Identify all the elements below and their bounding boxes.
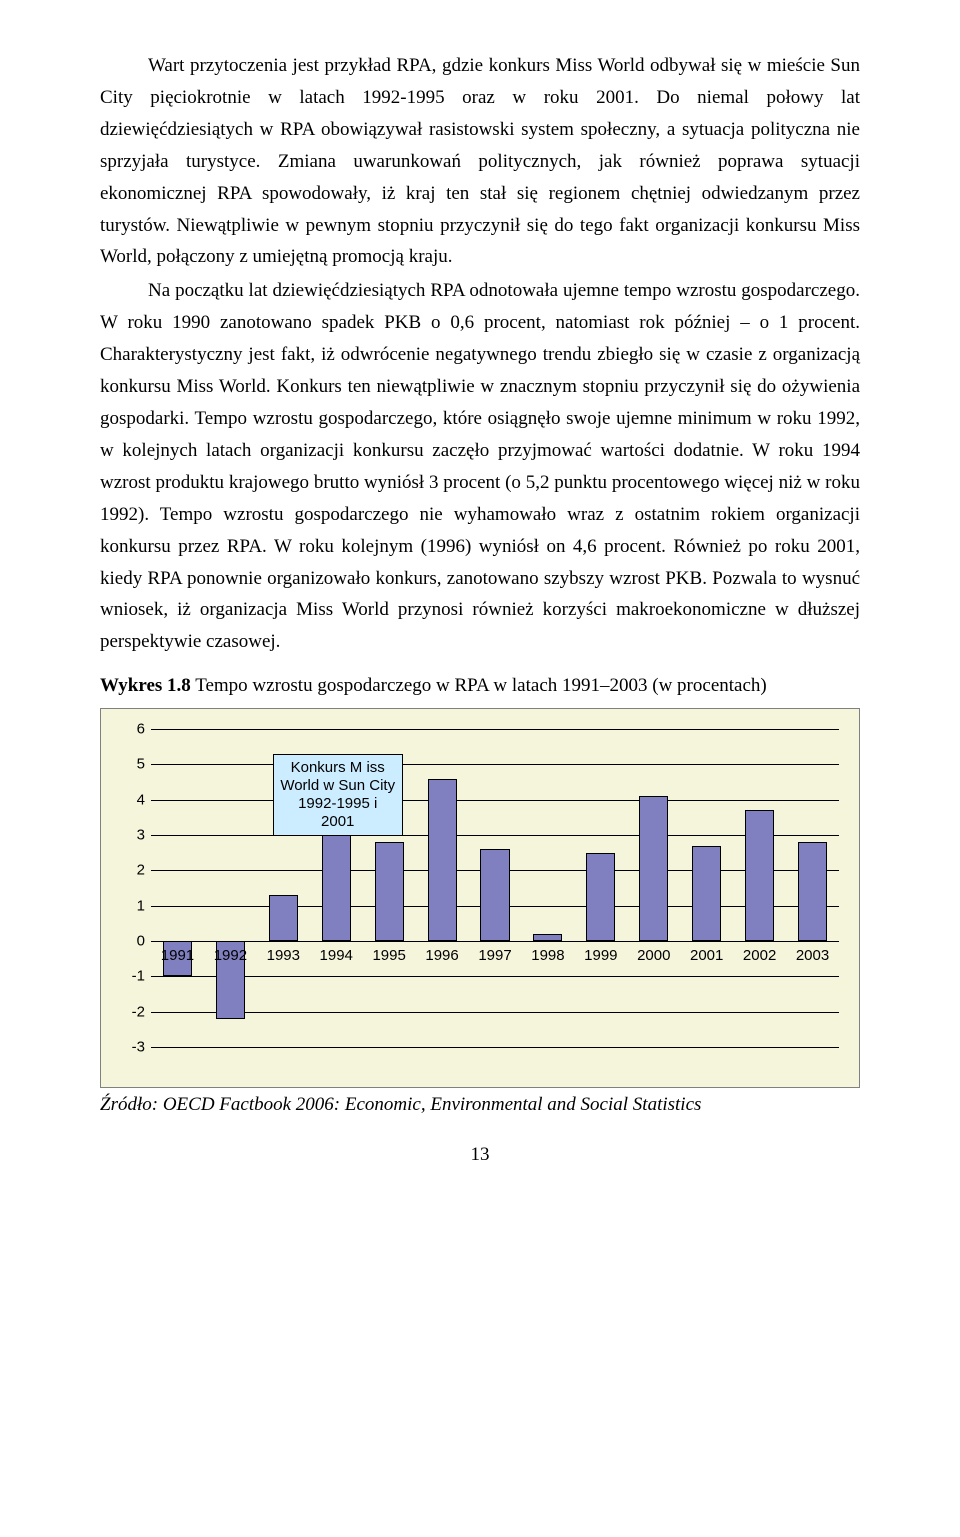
bar [375, 842, 404, 941]
source-line: Źródło: OECD Factbook 2006: Economic, En… [100, 1094, 860, 1116]
bar [639, 796, 668, 941]
x-tick-label: 1992 [214, 947, 247, 964]
page-number: 13 [100, 1144, 860, 1166]
y-tick-label: -2 [121, 1003, 145, 1020]
x-tick-label: 2002 [743, 947, 776, 964]
y-tick-label: -3 [121, 1039, 145, 1056]
annotation-line: 1992-1995 i 2001 [280, 795, 396, 831]
bar [428, 779, 457, 942]
bar [586, 853, 615, 941]
gridline [151, 835, 839, 836]
gridline [151, 764, 839, 765]
bar [745, 810, 774, 941]
x-tick-label: 1996 [425, 947, 458, 964]
paragraph-2: Na początku lat dziewięćdziesiątych RPA … [100, 275, 860, 658]
gridline [151, 729, 839, 730]
x-tick-label: 1991 [161, 947, 194, 964]
y-tick-label: 4 [121, 791, 145, 808]
y-tick-label: 3 [121, 827, 145, 844]
chart-plot-area: -3-2-10123456199119921993199419951996199… [151, 729, 839, 1047]
gridline [151, 941, 839, 942]
gridline [151, 1012, 839, 1013]
caption-label: Wykres 1.8 [100, 675, 191, 696]
gdp-growth-chart: -3 -2 -1 0 1 2 3 4 5 6 1991 1992 1993 1994 1995 1996 199… [100, 708, 860, 1088]
y-tick-label: -1 [121, 968, 145, 985]
y-tick-label: 2 [121, 862, 145, 879]
gridline [151, 1047, 839, 1048]
bar [533, 934, 562, 941]
gridline [151, 800, 839, 801]
y-tick-label: 5 [121, 756, 145, 773]
y-tick-label: 1 [121, 897, 145, 914]
x-tick-label: 1993 [267, 947, 300, 964]
bar [480, 849, 509, 941]
y-tick-label: 0 [121, 933, 145, 950]
x-tick-label: 1995 [372, 947, 405, 964]
chart-annotation: Konkurs M issWorld w Sun City1992-1995 i… [273, 754, 403, 836]
chart-caption: Wykres 1.8 Tempo wzrostu gospodarczego w… [100, 670, 860, 702]
paragraph-1: Wart przytoczenia jest przykład RPA, gdz… [100, 50, 860, 273]
x-tick-label: 2001 [690, 947, 723, 964]
x-tick-label: 2000 [637, 947, 670, 964]
x-tick-label: 1994 [320, 947, 353, 964]
gridline [151, 976, 839, 977]
y-tick-label: 6 [121, 721, 145, 738]
annotation-line: Konkurs M iss [280, 759, 396, 777]
bar [692, 846, 721, 941]
bar [798, 842, 827, 941]
annotation-line: World w Sun City [280, 777, 396, 795]
x-tick-label: 1997 [478, 947, 511, 964]
x-tick-label: 2003 [796, 947, 829, 964]
bar [322, 835, 351, 941]
caption-text: Tempo wzrostu gospodarczego w RPA w lata… [191, 675, 767, 696]
page-container: Wart przytoczenia jest przykład RPA, gdz… [0, 0, 960, 1206]
x-tick-label: 1998 [531, 947, 564, 964]
bar [269, 895, 298, 941]
x-tick-label: 1999 [584, 947, 617, 964]
